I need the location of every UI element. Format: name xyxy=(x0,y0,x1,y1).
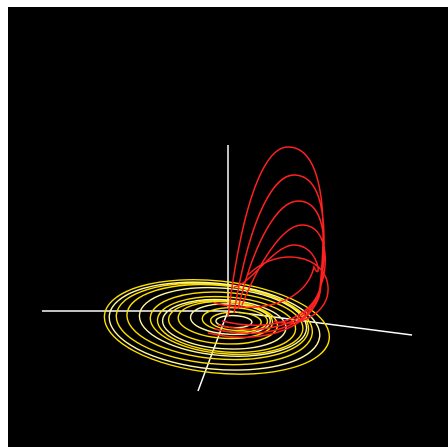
spiral-ring xyxy=(189,303,271,336)
attractor-scene xyxy=(42,145,413,392)
loop-arc xyxy=(247,256,329,324)
loop-arc xyxy=(217,200,325,330)
spiral-ring xyxy=(108,281,321,371)
spiral-trajectory xyxy=(103,278,331,375)
spiral-ring xyxy=(149,291,304,356)
spiral-ring xyxy=(103,278,331,375)
spiral-ring xyxy=(161,298,287,350)
spiral-ring xyxy=(156,295,297,354)
loop-trajectory xyxy=(207,146,329,338)
loop-arc xyxy=(213,244,319,308)
spiral-ring xyxy=(138,286,308,357)
render-viewport xyxy=(8,7,448,447)
loop-arc xyxy=(207,146,324,338)
spiral-ring xyxy=(126,283,310,361)
spiral-ring xyxy=(209,311,262,332)
loop-arc xyxy=(213,174,325,334)
spiral-ring xyxy=(115,282,314,366)
loop-arc xyxy=(221,224,326,326)
x-axis-right xyxy=(227,310,413,336)
